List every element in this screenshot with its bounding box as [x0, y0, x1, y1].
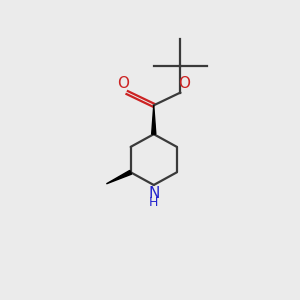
Text: O: O [178, 76, 190, 91]
Text: O: O [117, 76, 129, 91]
Text: N: N [148, 186, 159, 201]
Polygon shape [152, 105, 156, 134]
Text: H: H [149, 196, 158, 209]
Polygon shape [106, 170, 131, 184]
